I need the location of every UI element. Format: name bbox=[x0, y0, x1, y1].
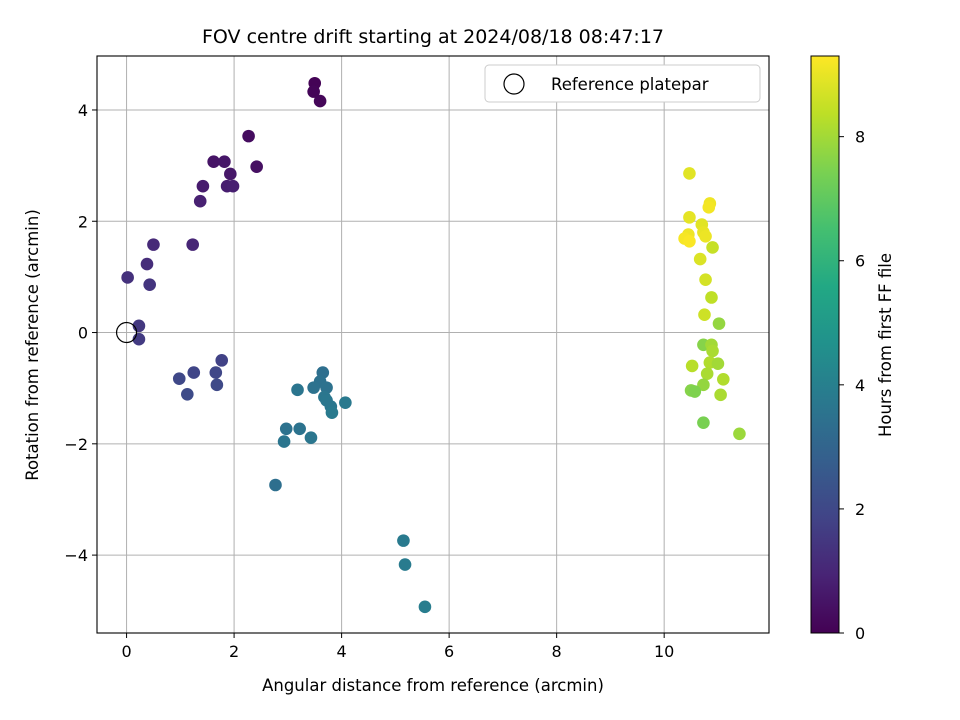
y-tick-label: −4 bbox=[64, 546, 88, 565]
data-point bbox=[697, 378, 710, 392]
reference-platepar-marker bbox=[115, 321, 138, 344]
y-tick-label: −2 bbox=[64, 435, 88, 454]
data-point bbox=[685, 359, 699, 373]
data-point bbox=[242, 129, 255, 143]
data-points bbox=[121, 76, 746, 614]
data-point bbox=[186, 238, 199, 251]
data-point bbox=[702, 201, 716, 214]
x-axis-ticks: 0 2 4 6 8 10 bbox=[121, 633, 674, 661]
data-point bbox=[688, 385, 702, 398]
grid bbox=[97, 56, 769, 633]
data-point bbox=[733, 427, 746, 441]
data-point bbox=[313, 94, 327, 108]
data-point bbox=[250, 160, 263, 174]
data-point bbox=[218, 155, 231, 169]
data-point bbox=[711, 357, 725, 370]
data-point bbox=[226, 179, 240, 193]
x-tick-label: 10 bbox=[654, 642, 674, 661]
data-point bbox=[207, 155, 220, 169]
data-point bbox=[717, 372, 730, 386]
data-point bbox=[172, 372, 186, 386]
data-point bbox=[209, 366, 223, 379]
data-point bbox=[398, 558, 412, 571]
colorbar-tick-label: 6 bbox=[855, 252, 865, 271]
legend-box bbox=[484, 64, 761, 103]
data-point bbox=[307, 85, 320, 98]
reference-marker bbox=[115, 321, 138, 344]
legend-label: Reference platepar bbox=[551, 75, 709, 94]
data-point bbox=[140, 257, 154, 271]
data-point bbox=[693, 252, 707, 266]
data-point bbox=[325, 406, 339, 419]
y-tick-label: 0 bbox=[78, 324, 88, 343]
data-point bbox=[418, 600, 432, 614]
x-tick-label: 4 bbox=[337, 642, 347, 661]
data-point bbox=[196, 179, 210, 193]
data-point bbox=[397, 534, 410, 547]
data-point bbox=[699, 229, 712, 243]
colorbar-ticks: 0 2 4 6 8 bbox=[839, 128, 865, 643]
data-point bbox=[224, 167, 237, 181]
colorbar-label: Hours from first FF file bbox=[876, 253, 895, 437]
data-point bbox=[699, 273, 712, 286]
plot-frame bbox=[96, 55, 770, 634]
chart-title: FOV centre drift starting at 2024/08/18 … bbox=[202, 26, 664, 48]
data-point bbox=[291, 383, 304, 397]
data-point bbox=[339, 396, 352, 409]
data-point bbox=[279, 422, 293, 436]
y-axis-ticks: −4 −2 0 2 4 bbox=[64, 101, 97, 565]
data-point bbox=[697, 416, 710, 429]
data-point bbox=[181, 387, 194, 401]
x-tick-label: 6 bbox=[444, 642, 454, 661]
y-tick-label: 4 bbox=[78, 101, 88, 120]
colorbar bbox=[810, 55, 840, 634]
data-point bbox=[683, 167, 696, 180]
colorbar-tick-label: 8 bbox=[855, 128, 865, 147]
data-point bbox=[215, 354, 229, 367]
data-point bbox=[304, 431, 318, 444]
data-point bbox=[210, 378, 224, 392]
data-point bbox=[698, 308, 711, 322]
data-point bbox=[706, 241, 719, 254]
y-axis-label: Rotation from reference (arcmin) bbox=[23, 209, 42, 481]
colorbar-tick-label: 4 bbox=[855, 376, 865, 395]
data-point bbox=[193, 194, 207, 208]
data-point bbox=[714, 388, 727, 402]
y-tick-label: 2 bbox=[78, 212, 88, 231]
data-point bbox=[700, 367, 714, 381]
plot-area-background bbox=[97, 56, 769, 633]
data-point bbox=[269, 478, 282, 492]
data-point bbox=[706, 344, 719, 358]
data-point bbox=[277, 435, 291, 448]
data-point bbox=[147, 238, 160, 251]
data-point bbox=[712, 317, 726, 330]
data-point bbox=[143, 278, 156, 291]
legend: Reference platepar bbox=[484, 64, 761, 103]
x-tick-label: 0 bbox=[121, 642, 131, 661]
x-tick-label: 8 bbox=[552, 642, 562, 661]
data-point bbox=[705, 291, 718, 304]
data-point bbox=[307, 381, 320, 394]
legend-reference-marker bbox=[503, 73, 525, 95]
colorbar-tick-label: 0 bbox=[855, 624, 865, 643]
colorbar-tick-label: 2 bbox=[855, 500, 865, 519]
data-point bbox=[293, 422, 306, 436]
x-axis-label: Angular distance from reference (arcmin) bbox=[262, 676, 604, 695]
data-point bbox=[683, 234, 696, 248]
data-point bbox=[320, 381, 333, 394]
x-tick-label: 2 bbox=[229, 642, 239, 661]
data-point bbox=[683, 211, 696, 224]
data-point bbox=[121, 271, 134, 284]
data-point bbox=[187, 366, 201, 379]
